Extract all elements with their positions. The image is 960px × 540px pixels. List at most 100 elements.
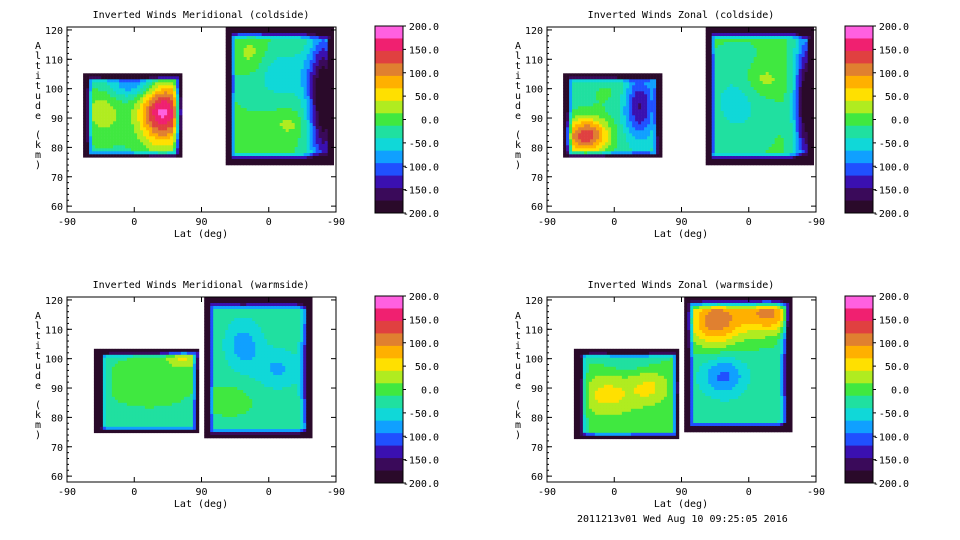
heatmap-cell — [783, 66, 787, 70]
heatmap-cell — [795, 27, 799, 31]
heatmap-cell — [134, 145, 138, 149]
heatmap-cell — [792, 114, 796, 118]
heatmap-cell — [786, 156, 790, 160]
heatmap-cell — [723, 39, 727, 43]
heatmap-cell — [765, 156, 769, 160]
heatmap-cell — [735, 69, 739, 73]
heatmap-cell — [605, 118, 609, 122]
heatmap-cell — [569, 151, 573, 155]
heatmap-cell — [249, 33, 253, 37]
heatmap-cell — [596, 79, 600, 83]
heatmap-cell — [140, 154, 144, 158]
heatmap-cell — [128, 124, 132, 128]
heatmap-cell — [249, 93, 253, 97]
heatmap-cell — [738, 117, 742, 121]
heatmap-cell — [294, 105, 298, 109]
heatmap-cell — [650, 142, 654, 146]
heatmap-cell — [327, 51, 331, 55]
heatmap-cell — [723, 30, 727, 34]
heatmap-cell — [759, 27, 763, 31]
heatmap-cell — [146, 109, 150, 113]
heatmap-cell — [321, 78, 325, 82]
heatmap-cell — [605, 109, 609, 113]
heatmap-cell — [566, 82, 570, 86]
heatmap-cell — [738, 69, 742, 73]
heatmap-cell — [246, 78, 250, 82]
heatmap-cell — [753, 108, 757, 112]
heatmap-cell — [605, 106, 609, 110]
heatmap-cell — [735, 114, 739, 118]
heatmap-cell — [243, 36, 247, 40]
heatmap-cell — [146, 142, 150, 146]
heatmap-cell — [569, 133, 573, 137]
heatmap-cell — [617, 133, 621, 137]
heatmap-cell — [128, 142, 132, 146]
heatmap-cell — [786, 90, 790, 94]
heatmap-cell — [140, 85, 144, 89]
heatmap-cell — [116, 103, 120, 107]
heatmap-cell — [723, 90, 727, 94]
heatmap-cell — [590, 76, 594, 80]
heatmap-cell — [297, 141, 301, 145]
heatmap-cell — [729, 54, 733, 58]
heatmap-cell — [152, 91, 156, 95]
heatmap-cell — [711, 51, 715, 55]
heatmap-cell — [765, 123, 769, 127]
heatmap-cell — [708, 42, 712, 46]
heatmap-cell — [309, 54, 313, 58]
heatmap-cell — [249, 87, 253, 91]
heatmap-cell — [759, 57, 763, 61]
heatmap-cell — [318, 90, 322, 94]
heatmap-cell — [587, 124, 591, 128]
heatmap-cell — [116, 121, 120, 125]
heatmap-cell — [228, 162, 232, 166]
heatmap-cell — [309, 105, 313, 109]
heatmap-cell — [125, 133, 129, 137]
heatmap-cell — [324, 84, 328, 88]
heatmap-cell — [723, 96, 727, 100]
heatmap-cell — [753, 96, 757, 100]
heatmap-cell — [234, 48, 238, 52]
heatmap-cell — [756, 144, 760, 148]
heatmap-cell — [753, 123, 757, 127]
heatmap-cell — [294, 51, 298, 55]
heatmap-cell — [653, 85, 657, 89]
heatmap-cell — [753, 81, 757, 85]
heatmap-cell — [653, 82, 657, 86]
heatmap-cell — [644, 88, 648, 92]
heatmap-cell — [309, 90, 313, 94]
heatmap-cell — [228, 69, 232, 73]
heatmap-cell — [626, 76, 630, 80]
heatmap-cell — [225, 51, 229, 55]
heatmap-cell — [297, 138, 301, 142]
heatmap-cell — [318, 102, 322, 106]
heatmap-cell — [623, 76, 627, 80]
heatmap-cell — [327, 156, 331, 160]
heatmap-cell — [273, 144, 277, 148]
heatmap-cell — [629, 112, 633, 116]
heatmap-cell — [321, 102, 325, 106]
heatmap-cell — [146, 148, 150, 152]
heatmap-cell — [240, 132, 244, 136]
heatmap-cell — [303, 141, 307, 145]
heatmap-cell — [741, 39, 745, 43]
heatmap-cell — [777, 90, 781, 94]
heatmap-cell — [92, 79, 96, 83]
heatmap-cell — [291, 120, 295, 124]
heatmap-cell — [240, 96, 244, 100]
heatmap-cell — [164, 154, 168, 158]
heatmap-cell — [225, 33, 229, 37]
heatmap-cell — [234, 36, 238, 40]
heatmap-cell — [231, 132, 235, 136]
heatmap-cell — [140, 100, 144, 104]
heatmap-cell — [626, 88, 630, 92]
heatmap-cell — [735, 105, 739, 109]
heatmap-cell — [258, 45, 262, 49]
heatmap-cell — [273, 93, 277, 97]
heatmap-cell — [297, 147, 301, 151]
heatmap-cell — [581, 112, 585, 116]
heatmap-cell — [107, 139, 111, 143]
heatmap-cell — [780, 54, 784, 58]
heatmap-cell — [629, 121, 633, 125]
heatmap-cell — [324, 108, 328, 112]
